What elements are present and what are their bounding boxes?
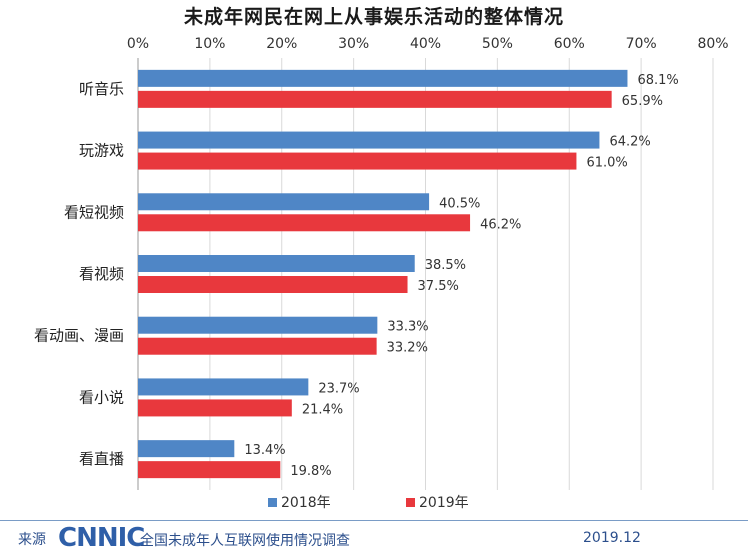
data-label: 23.7%: [318, 381, 359, 396]
category-label: 看小说: [79, 388, 124, 406]
source-label: 来源: [18, 532, 46, 548]
data-label: 68.1%: [637, 73, 678, 88]
data-label: 46.2%: [480, 217, 521, 232]
data-label: 65.9%: [622, 94, 663, 109]
category-label: 看短视频: [64, 203, 124, 221]
report-date: 2019.12: [583, 530, 641, 546]
data-label: 19.8%: [290, 464, 331, 479]
x-tick-label: 60%: [554, 36, 585, 52]
legend-label: 2019年: [419, 495, 469, 511]
data-label: 21.4%: [302, 402, 343, 417]
chart-title: 未成年网民在网上从事娱乐活动的整体情况: [183, 6, 564, 28]
data-label: 33.3%: [387, 320, 428, 335]
legend-label: 2018年: [281, 495, 331, 511]
category-label: 看动画、漫画: [34, 327, 124, 345]
bar: [138, 461, 281, 479]
bar: [138, 378, 309, 396]
category-label: 看直播: [79, 450, 124, 468]
bar: [138, 255, 415, 272]
x-tick-label: 80%: [697, 36, 728, 52]
x-tick-label: 40%: [410, 36, 441, 52]
bar: [138, 276, 408, 293]
footer: 来源 CNNIC 全国未成年人互联网使用情况调查 2019.12: [0, 520, 748, 559]
bar-chart: 0% 10% 20% 30% 40% 50% 60% 70% 80% 听音乐 68.1% 65.9% 玩…: [34, 36, 729, 511]
x-tick-label: 0%: [127, 36, 149, 52]
bar: [138, 399, 292, 417]
legend-swatch: [406, 498, 415, 507]
bar: [138, 90, 612, 108]
bar: [138, 193, 430, 211]
legend-swatch: [268, 498, 277, 507]
bar: [138, 440, 235, 458]
x-tick-label: 50%: [482, 36, 513, 52]
x-tick-label: 70%: [626, 36, 657, 52]
data-label: 64.2%: [609, 135, 650, 150]
data-label: 13.4%: [244, 443, 285, 458]
data-label: 38.5%: [425, 258, 466, 273]
category-label: 玩游戏: [79, 142, 124, 160]
cnnic-logo: CNNIC: [58, 523, 145, 553]
category-label: 听音乐: [79, 80, 124, 98]
bar: [138, 152, 577, 170]
bar: [138, 69, 628, 87]
survey-description: 全国未成年人互联网使用情况调查: [140, 533, 350, 549]
bar: [138, 316, 378, 334]
bar: [138, 131, 600, 149]
x-tick-label: 20%: [266, 36, 297, 52]
data-label: 40.5%: [439, 196, 480, 211]
data-label: 61.0%: [586, 156, 627, 171]
data-label: 33.2%: [387, 341, 428, 356]
x-tick-label: 30%: [338, 36, 369, 52]
bar: [138, 214, 471, 232]
category-label: 看视频: [79, 265, 124, 283]
x-tick-label: 10%: [194, 36, 225, 52]
bar: [138, 337, 377, 355]
data-label: 37.5%: [418, 279, 459, 294]
